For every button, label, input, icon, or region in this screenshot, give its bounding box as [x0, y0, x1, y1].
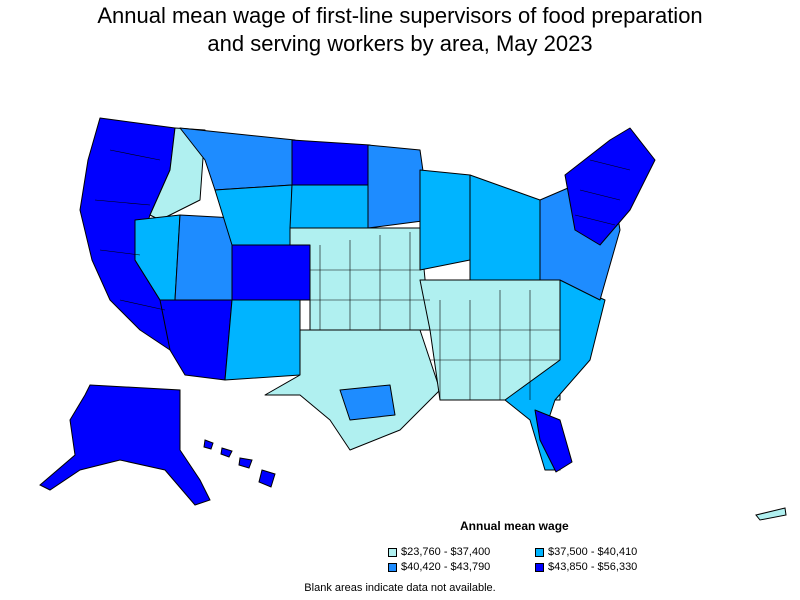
- region-plains: [289, 227, 431, 331]
- region-puerto-rico: [755, 507, 787, 521]
- map-title-line-2: and serving workers by area, May 2023: [207, 31, 593, 56]
- region-wisconsin-iowa: [419, 169, 471, 271]
- legend-label-high: $43,850 - $56,330: [548, 561, 638, 573]
- legend-label-mid-low: $37,500 - $40,410: [548, 546, 638, 558]
- region-colorado: [231, 244, 311, 301]
- legend-item-low: $23,760 - $37,400: [388, 546, 490, 558]
- region-florida-south: [534, 409, 573, 473]
- region-north-dakota: [291, 139, 371, 186]
- footnote: Blank areas indicate data not available.: [304, 582, 496, 594]
- legend-item-mid-low: $37,500 - $40,410: [535, 546, 637, 558]
- legend-swatch-high: [535, 562, 544, 572]
- region-alaska: [39, 384, 211, 506]
- region-hawaii: [203, 439, 276, 488]
- region-midwest: [469, 174, 541, 291]
- legend-swatch-mid-high: [388, 562, 397, 572]
- region-texas-metros: [339, 384, 396, 421]
- region-arizona: [159, 299, 233, 381]
- region-utah: [174, 214, 236, 301]
- map-title: Annual mean wage of first-line superviso…: [0, 2, 800, 58]
- region-new-mexico: [224, 299, 301, 381]
- legend-item-mid-high: $40,420 - $43,790: [388, 561, 490, 573]
- region-northeast: [564, 127, 656, 246]
- legend-swatch-mid-low: [535, 547, 544, 557]
- legend-title: Annual mean wage: [460, 519, 569, 533]
- legend-label-low: $23,760 - $37,400: [401, 546, 491, 558]
- legend-item-high: $43,850 - $56,330: [535, 561, 637, 573]
- legend-label-mid-high: $40,420 - $43,790: [401, 561, 491, 573]
- legend-swatch-low: [388, 547, 397, 557]
- map-title-line-1: Annual mean wage of first-line superviso…: [97, 3, 703, 28]
- region-south-dakota: [289, 184, 369, 229]
